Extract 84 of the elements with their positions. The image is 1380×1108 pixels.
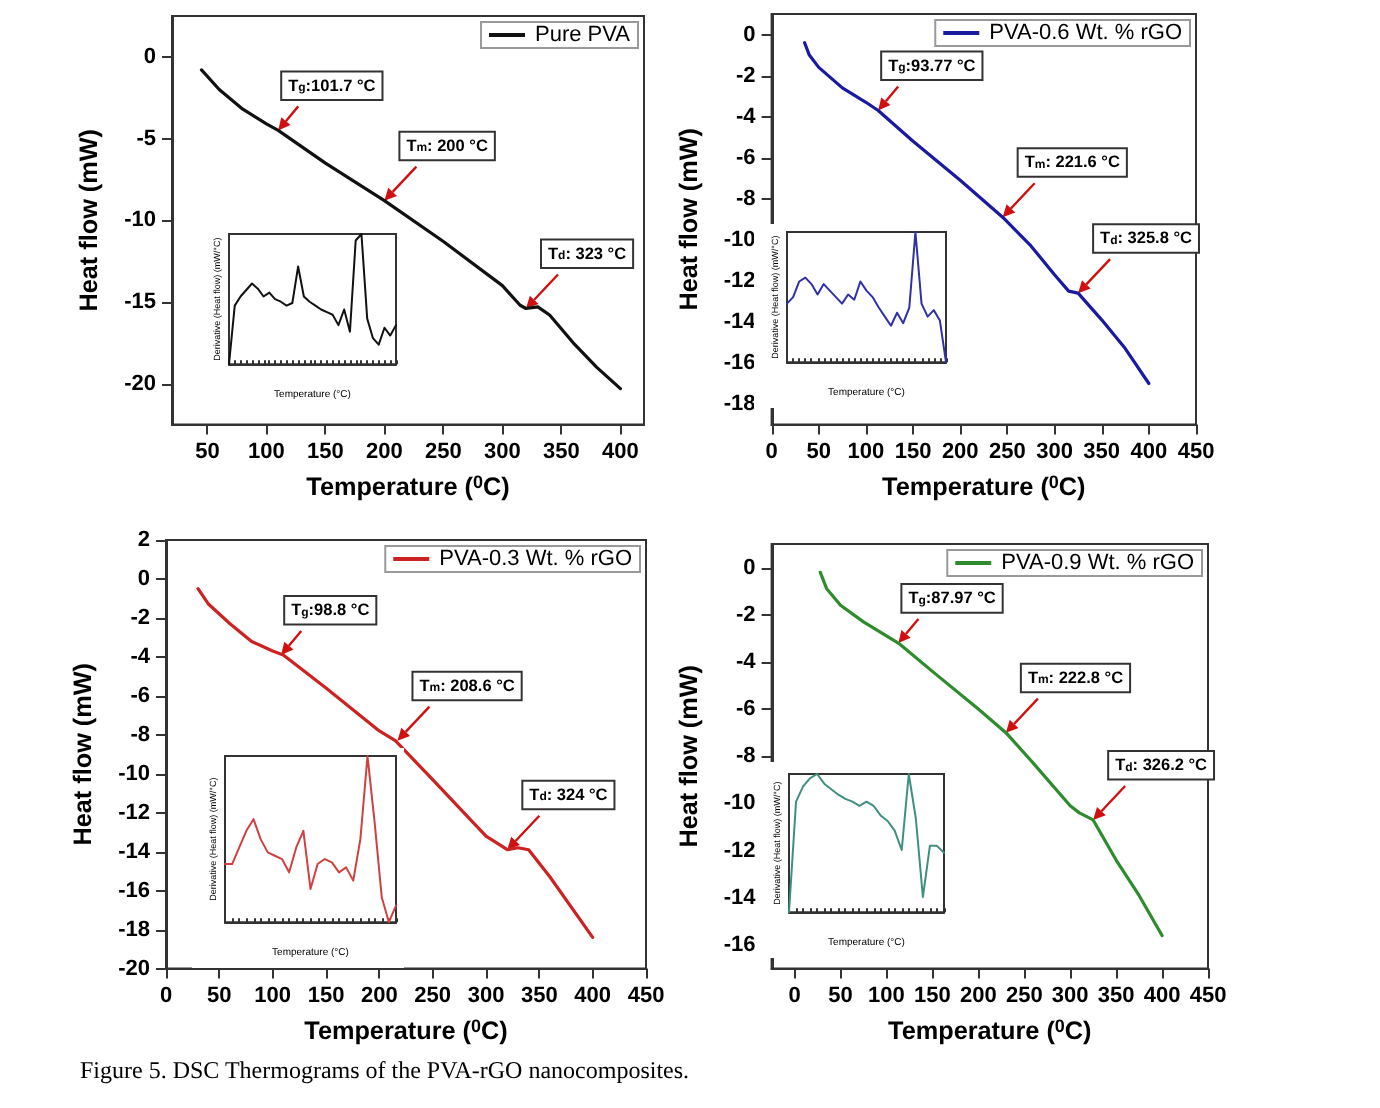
x-tick-label: 200 — [941, 439, 979, 464]
y-tick-label: -10 — [118, 761, 150, 786]
y-tick-label: -18 — [723, 392, 756, 417]
x-tick-label: 50 — [195, 439, 220, 464]
x-tick-label: 100 — [868, 983, 905, 1008]
x-tick-label: 450 — [627, 983, 665, 1008]
y-axis-title: Heat flow (mW) — [69, 662, 98, 846]
x-tick-label: 50 — [806, 439, 831, 464]
x-tick-label: 0 — [765, 439, 778, 464]
y-tick-label: -16 — [723, 932, 756, 957]
x-tick-label: 400 — [574, 983, 612, 1008]
y-tick-label: -16 — [723, 350, 756, 375]
y-tick-label: -2 — [736, 602, 756, 627]
x-tick-label: 0 — [159, 983, 173, 1008]
x-tick-label: 250 — [1005, 983, 1043, 1008]
legend-label: PVA-0.9 Wt. % rGO — [1001, 551, 1195, 575]
y-tick-label: -12 — [118, 800, 150, 825]
y-axis-title: Heat flow (mW) — [75, 128, 104, 312]
y-tick-label: -10 — [124, 208, 156, 233]
y-tick-label: -15 — [124, 289, 156, 314]
y-tick-label: -10 — [723, 227, 756, 252]
x-tick-label: 150 — [307, 439, 344, 464]
x-tick-label: 350 — [543, 439, 580, 464]
x-tick-label: 250 — [989, 439, 1026, 464]
y-tick-label: -20 — [118, 956, 150, 981]
y-tick-label: -6 — [130, 683, 150, 708]
y-tick-label: 2 — [137, 528, 150, 552]
x-tick-label: 450 — [1189, 983, 1227, 1008]
y-tick-label: 0 — [743, 555, 756, 580]
caption: Figure 5. DSC Thermograms of the PVA-rGO nanocomposites. — [80, 1056, 692, 1086]
x-tick-label: 150 — [307, 983, 345, 1008]
y-tick-label: -6 — [736, 697, 756, 722]
y-tick-label: 0 — [743, 22, 756, 47]
y-tick-label: -4 — [130, 644, 152, 669]
y-tick-label: -5 — [136, 126, 156, 151]
x-tick-label: 300 — [484, 439, 521, 464]
x-tick-label: 350 — [1097, 983, 1135, 1008]
y-tick-label: -8 — [130, 722, 150, 747]
x-tick-label: 300 — [467, 983, 505, 1008]
x-tick-label: 350 — [1083, 439, 1121, 464]
x-tick-label: 350 — [520, 983, 558, 1008]
x-tick-label: 400 — [1130, 439, 1168, 464]
y-tick-label: -18 — [118, 917, 150, 942]
x-tick-label: 100 — [847, 439, 885, 464]
x-tick-label: 300 — [1036, 439, 1073, 464]
y-tick-label: -2 — [736, 63, 756, 88]
y-axis-title: Heat flow (mW) — [675, 664, 703, 848]
x-tick-label: 150 — [914, 983, 951, 1008]
y-tick-label: -12 — [723, 838, 756, 863]
y-axis-title: Heat flow (mW) — [675, 127, 703, 311]
x-tick-label: 200 — [360, 983, 398, 1008]
legend-label: PVA-0.3 Wt. % rGO — [439, 547, 633, 571]
y-tick-label: -12 — [723, 268, 756, 293]
y-tick-label: -14 — [118, 839, 152, 864]
x-tick-label: 300 — [1051, 983, 1089, 1008]
y-tick-label: -20 — [124, 371, 156, 396]
y-tick-label: -4 — [736, 104, 758, 129]
line-series — [199, 68, 622, 391]
x-tick-label: 100 — [254, 983, 292, 1008]
y-tick-label: -8 — [736, 744, 756, 769]
y-tick-label: -6 — [736, 145, 756, 170]
y-tick-label: -14 — [723, 885, 758, 910]
legend-label: Pure PVA — [535, 23, 632, 47]
legend-label: PVA-0.6 Wt. % rGO — [989, 21, 1183, 45]
x-tick-label: 250 — [425, 439, 462, 464]
x-tick-label: 400 — [602, 439, 639, 464]
y-tick-label: -16 — [118, 878, 150, 903]
x-tick-label: 50 — [828, 983, 853, 1008]
x-tick-label: 150 — [894, 439, 932, 464]
x-tick-label: 400 — [1143, 983, 1181, 1008]
y-tick-label: -8 — [736, 186, 756, 211]
y-tick-label: -14 — [723, 309, 758, 334]
x-tick-label: 450 — [1177, 439, 1215, 464]
y-tick-label: 0 — [137, 566, 150, 591]
x-tick-label: 100 — [248, 439, 285, 464]
x-tick-label: 50 — [207, 983, 232, 1008]
x-tick-label: 250 — [414, 983, 452, 1008]
y-tick-label: -2 — [130, 605, 150, 630]
y-tick-label: 0 — [143, 44, 156, 69]
x-tick-label: 0 — [788, 983, 801, 1008]
y-tick-label: -4 — [736, 649, 758, 674]
y-tick-label: -10 — [723, 791, 756, 816]
x-tick-label: 200 — [959, 983, 997, 1008]
x-tick-label: 200 — [366, 439, 403, 464]
